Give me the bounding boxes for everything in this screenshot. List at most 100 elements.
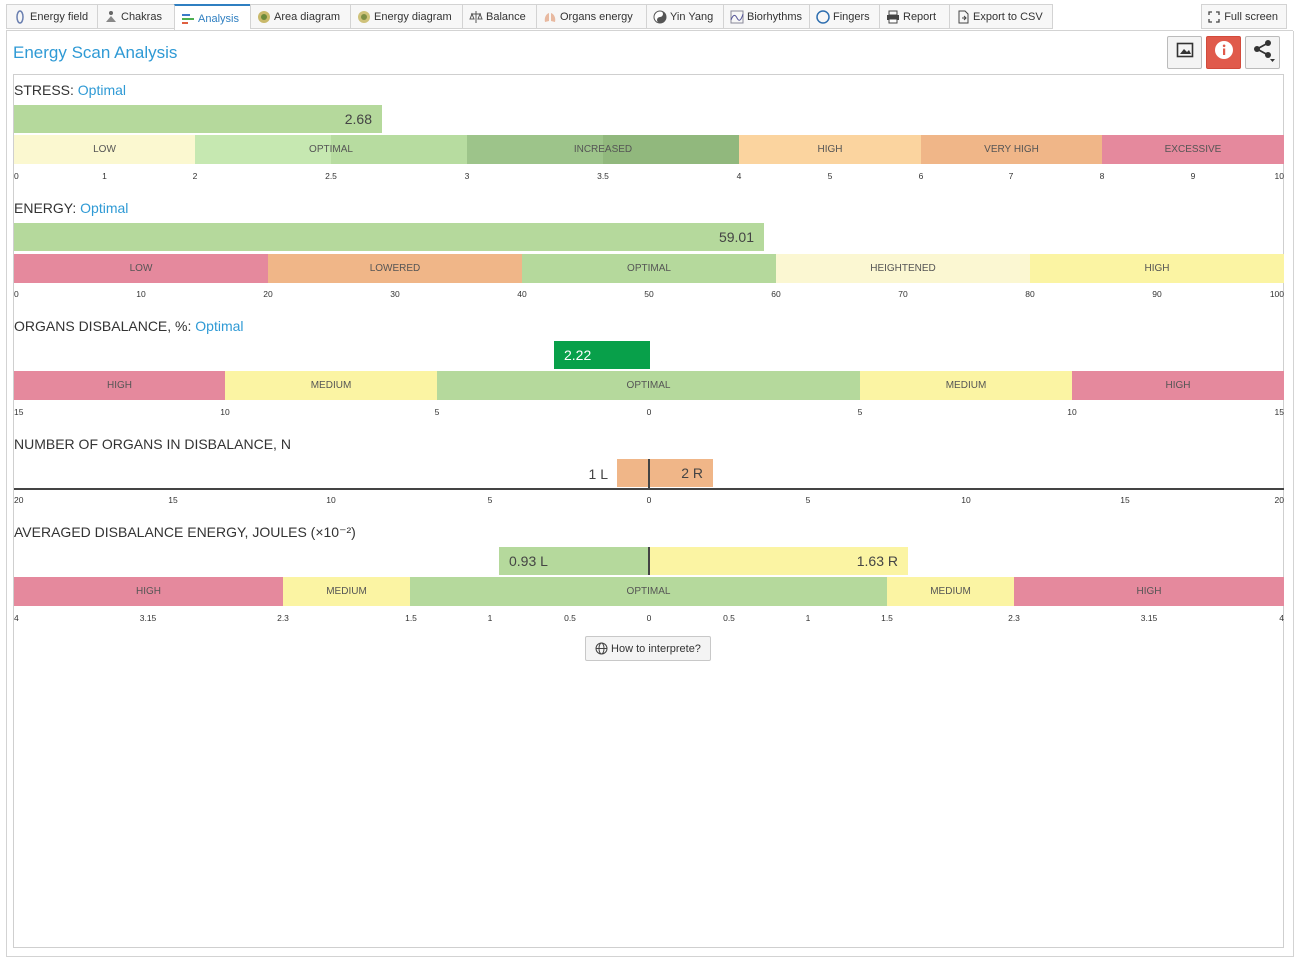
energy-value: 59.01 [718, 229, 754, 245]
tab-label: Analysis [198, 12, 239, 25]
tab-label: Yin Yang [670, 10, 714, 23]
tick: 10 [326, 495, 336, 505]
tick: 15 [1274, 407, 1284, 417]
tick: 1 [102, 171, 107, 181]
tick: 10 [1274, 171, 1284, 181]
tick: 0 [646, 407, 652, 417]
file-export-icon [956, 10, 970, 24]
organs-count-left-bar [617, 459, 649, 487]
expand-icon [1208, 10, 1220, 23]
organs-disbalance-title: ORGANS DISBALANCE, %: Optimal [14, 318, 244, 334]
od-zone-high-right: HIGH [1072, 371, 1284, 400]
page-title: Energy Scan Analysis [13, 43, 178, 62]
tab-report[interactable]: Report [879, 4, 949, 29]
zone-label: EXCESSIVE [1164, 144, 1222, 155]
zone-label: HEIGHTENED [870, 263, 936, 274]
share-button[interactable] [1245, 36, 1280, 69]
tick: 5 [805, 495, 811, 505]
avg-energy-title: AVERAGED DISBALANCE ENERGY, JOULES (×10⁻… [14, 524, 356, 540]
organs-count-right-bar: 2 R [650, 459, 713, 487]
how-to-interprete-button[interactable]: How to interprete? [585, 636, 711, 661]
avg-energy-ticks: 4 3.15 2.3 1.5 1 0.5 0 0.5 1 1.5 2.3 3.1… [14, 613, 1284, 625]
tick: 20 [14, 495, 24, 505]
tab-chakras[interactable]: Chakras [97, 4, 174, 29]
tab-area-diagram[interactable]: Area diagram [250, 4, 350, 29]
tick: 2 [192, 171, 198, 181]
tick: 15 [14, 407, 24, 417]
tab-label: Balance [486, 10, 526, 23]
tab-analysis[interactable]: Analysis [174, 4, 250, 31]
tick: 30 [390, 289, 400, 299]
tick: 3.15 [1140, 613, 1158, 623]
avg-energy-right: 1.63 R [856, 553, 898, 569]
energy-ticks: 0 10 20 30 40 50 60 70 80 90 100 [14, 289, 1284, 301]
biorhythms-icon [730, 10, 744, 24]
energy-label: ENERGY: [14, 200, 77, 216]
avg-energy-right-bar: 1.63 R [650, 547, 908, 575]
tab-export-csv[interactable]: Export to CSV [949, 4, 1053, 29]
globe-icon [595, 642, 608, 655]
zone-label: HIGH [136, 586, 161, 597]
tab-label: Chakras [121, 10, 162, 23]
info-button[interactable] [1206, 36, 1241, 69]
organs-disbalance-value-bar: 2.22 [554, 341, 650, 369]
avg-energy-left-bar: 0.93 L [499, 547, 649, 575]
image-button[interactable] [1167, 36, 1202, 69]
tick: 1.5 [405, 613, 417, 623]
tick: 0 [646, 613, 652, 623]
ae-zone-optimal: OPTIMAL [410, 577, 887, 606]
tab-label: Report [903, 10, 937, 23]
zone-label: HIGH [817, 144, 843, 155]
tab-label: Biorhythms [747, 10, 803, 23]
tick: 20 [263, 289, 273, 299]
tick: 80 [1025, 289, 1035, 299]
zone-label: MEDIUM [945, 380, 987, 391]
tick: 4 [736, 171, 742, 181]
tab-energy-field[interactable]: Energy field [6, 4, 97, 29]
fingers-icon [816, 9, 830, 24]
tick: 3 [464, 171, 470, 181]
stress-zone-low: LOW [14, 135, 195, 164]
analysis-icon [181, 12, 195, 26]
tick: 10 [136, 289, 146, 299]
tick: 0 [14, 289, 19, 299]
stress-title: STRESS: Optimal [14, 82, 126, 98]
zone-shade [331, 135, 467, 164]
zone-label: OPTIMAL [626, 586, 671, 597]
tick: 60 [771, 289, 781, 299]
tab-label: Organs energy [560, 10, 633, 23]
tick: 70 [898, 289, 908, 299]
tick: 5 [434, 407, 440, 417]
tick: 0 [646, 495, 652, 505]
tab-underline [6, 30, 1293, 31]
tab-yin-yang[interactable]: Yin Yang [646, 4, 723, 29]
tab-biorhythms[interactable]: Biorhythms [723, 4, 809, 29]
zone-label: OPTIMAL [626, 380, 671, 391]
tab-label: Energy diagram [374, 10, 452, 23]
tab-balance[interactable]: Balance [462, 4, 536, 29]
zone-label: HIGH [1165, 380, 1191, 391]
tick: 0.5 [564, 613, 576, 623]
tick: 0.5 [723, 613, 735, 623]
tick: 0 [14, 171, 19, 181]
zone-label: HIGH [107, 380, 132, 391]
tick: 15 [1120, 495, 1130, 505]
tick: 20 [1274, 495, 1284, 505]
tab-label: Energy field [30, 10, 89, 23]
stress-zones: LOW OPTIMAL INCREASED HIGH VERY HIGH EXC… [14, 135, 1284, 164]
tick: 10 [961, 495, 971, 505]
zone-label: MEDIUM [326, 586, 367, 597]
organs-count-right: 2 R [681, 465, 703, 481]
tab-fingers[interactable]: Fingers [809, 4, 879, 29]
tick: 10 [220, 407, 230, 417]
fullscreen-button[interactable]: Full screen [1201, 4, 1287, 29]
tick: 5 [487, 495, 493, 505]
zone-label: LOW [129, 263, 153, 274]
tick: 5 [827, 171, 833, 181]
tab-energy-diagram[interactable]: Energy diagram [350, 4, 462, 29]
zone-label: MEDIUM [930, 586, 971, 597]
area-diagram-icon [257, 10, 271, 24]
tab-organs-energy[interactable]: Organs energy [536, 4, 646, 29]
tick: 2.3 [1008, 613, 1020, 623]
info-icon [1214, 40, 1234, 65]
